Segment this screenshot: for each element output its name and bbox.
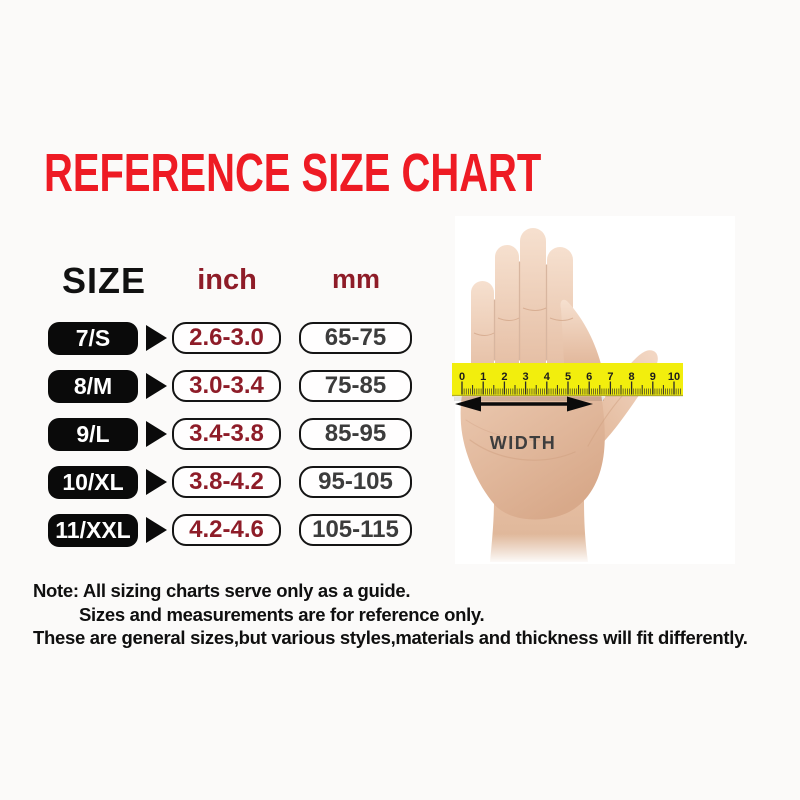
table-row: 10/XL 3.8-4.2 95-105 <box>0 466 440 499</box>
size-badge: 10/XL <box>48 466 138 499</box>
mm-value: 85-95 <box>299 418 412 450</box>
svg-text:8: 8 <box>629 371 635 383</box>
column-header-size: SIZE <box>62 260 147 301</box>
svg-text:9: 9 <box>650 371 656 383</box>
ruler: 0 1 2 3 4 5 6 7 8 9 10 <box>452 363 683 401</box>
ruler-numbers: 0 1 2 3 4 5 6 7 8 9 10 <box>459 371 680 383</box>
column-header-inch: inch <box>197 264 257 296</box>
svg-text:2: 2 <box>501 371 507 383</box>
svg-text:1: 1 <box>480 371 486 383</box>
column-header-mm: mm <box>331 264 380 294</box>
arrow-right-icon <box>146 325 167 351</box>
note-line: Note: All sizing charts serve only as a … <box>33 580 411 601</box>
svg-text:6: 6 <box>586 371 592 383</box>
arrow-right-icon <box>146 421 167 447</box>
hand-illustration <box>460 228 658 564</box>
mm-value: 65-75 <box>299 322 412 354</box>
hand-measurement-figure: 0 1 2 3 4 5 6 7 8 9 10 WIDTH <box>452 216 735 564</box>
svg-text:5: 5 <box>565 371 571 383</box>
page-title: REFERENCE SIZE CHART <box>44 143 542 203</box>
arrow-right-icon <box>146 517 167 543</box>
arrow-right-icon <box>146 373 167 399</box>
mm-value: 105-115 <box>299 514 412 546</box>
table-row: 8/M 3.0-3.4 75-85 <box>0 370 440 403</box>
table-row: 7/S 2.6-3.0 65-75 <box>0 322 440 355</box>
size-badge: 11/XXL <box>48 514 138 547</box>
inch-value: 3.0-3.4 <box>172 370 281 402</box>
note-line: These are general sizes,but various styl… <box>33 627 748 648</box>
mm-value: 75-85 <box>299 370 412 402</box>
svg-text:10: 10 <box>668 371 680 383</box>
inch-value: 3.8-4.2 <box>172 466 281 498</box>
table-row: 11/XXL 4.2-4.6 105-115 <box>0 514 440 547</box>
svg-text:7: 7 <box>607 371 613 383</box>
note-block: Note: All sizing charts serve only as a … <box>33 579 793 650</box>
svg-text:4: 4 <box>544 371 551 383</box>
width-arrow <box>455 396 593 412</box>
note-line: Sizes and measurements are for reference… <box>79 603 485 625</box>
arrow-right-icon <box>146 469 167 495</box>
size-badge: 7/S <box>48 322 138 355</box>
inch-value: 4.2-4.6 <box>172 514 281 546</box>
svg-text:3: 3 <box>523 371 529 383</box>
inch-value: 3.4-3.8 <box>172 418 281 450</box>
svg-text:0: 0 <box>459 371 465 383</box>
size-rows: 7/S 2.6-3.0 65-75 8/M 3.0-3.4 75-85 9/L … <box>0 322 440 562</box>
table-row: 9/L 3.4-3.8 85-95 <box>0 418 440 451</box>
inch-value: 2.6-3.0 <box>172 322 281 354</box>
ruler-ticks <box>461 381 681 395</box>
width-label: WIDTH <box>490 433 556 453</box>
size-badge: 8/M <box>48 370 138 403</box>
mm-value: 95-105 <box>299 466 412 498</box>
size-badge: 9/L <box>48 418 138 451</box>
